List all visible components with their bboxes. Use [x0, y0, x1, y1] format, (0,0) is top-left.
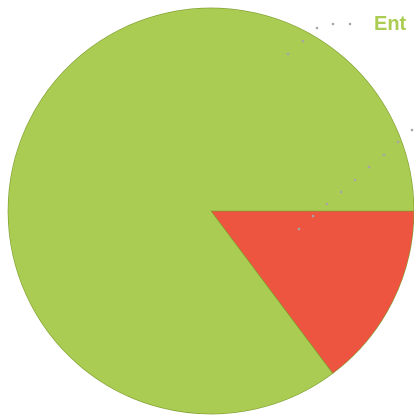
leader-dot — [301, 39, 305, 43]
leader-dot — [348, 22, 352, 26]
leader-lines — [286, 22, 414, 231]
leader-dot — [286, 52, 290, 56]
leader-dot — [325, 202, 329, 206]
pie-slices — [7, 7, 414, 415]
leader-dot — [339, 190, 343, 194]
leader-dot — [367, 165, 371, 169]
pie-slice-ent — [7, 7, 414, 415]
leader-dot — [382, 153, 386, 157]
slice-label-ent: Ent — [374, 13, 407, 35]
leader-dot — [311, 214, 315, 218]
leader-dot — [353, 178, 357, 182]
leader-dot — [315, 26, 319, 30]
leader-dot — [396, 140, 400, 144]
pie-slice-other — [210, 210, 414, 374]
leader-dot — [331, 22, 335, 26]
leader-dot — [297, 227, 301, 231]
leader-dot — [410, 128, 414, 132]
